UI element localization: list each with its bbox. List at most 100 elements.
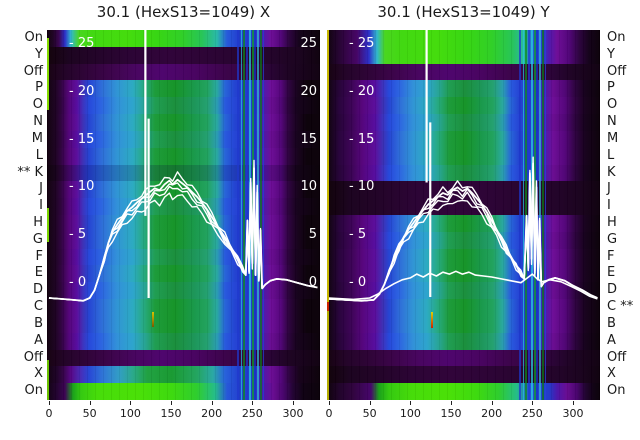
x-tick-50 <box>369 401 371 405</box>
x-tick-100 <box>130 401 132 405</box>
row-label-d-15: D <box>32 282 43 298</box>
row-label-k-8: ** K <box>17 164 43 180</box>
y-tick-label-left-15: - 15 <box>69 131 95 147</box>
y-tick-label-right-0: 0 <box>308 274 317 290</box>
profile-curves-Y <box>328 30 598 302</box>
edge-line-segment-0 <box>327 30 329 302</box>
x-tick-label-200: 200 <box>481 407 503 420</box>
vertical-stripe-1 <box>240 30 242 400</box>
profile-trace <box>328 180 598 302</box>
x-tick-label-0: 0 <box>325 407 333 420</box>
x-tick-100 <box>410 401 412 405</box>
x-tick-label-100: 100 <box>399 407 421 420</box>
row-label-i-10: I <box>607 198 611 214</box>
y-tick-label-left-0: - 0 <box>69 274 87 290</box>
row-label-y-1: Y <box>607 46 615 62</box>
row-label-x-20: X <box>34 366 43 382</box>
vertical-stripe-0 <box>519 30 521 400</box>
row-label-off-2: Off <box>607 63 627 79</box>
profile-trace <box>48 185 318 302</box>
y-tick-label-left-25: - 25 <box>69 36 95 52</box>
row-label-y-1: Y <box>35 46 43 62</box>
x-tick-0 <box>329 401 330 405</box>
x-tick-label-150: 150 <box>440 407 462 420</box>
x-tick-300 <box>572 401 574 405</box>
vertical-stripe-2 <box>243 30 245 400</box>
row-label-off-19: Off <box>607 349 627 365</box>
x-tick-50 <box>89 401 91 405</box>
edge-line-segment-1 <box>327 302 329 311</box>
x-tick-150 <box>170 401 172 405</box>
vertical-stripe-8 <box>259 30 262 400</box>
plot-title-y: 30.1 (HexS13=1049) Y <box>377 3 550 21</box>
y-tick-label-right-25: 25 <box>300 36 317 52</box>
edge-line-segment-2 <box>327 311 329 400</box>
row-label-a-18: A <box>607 332 616 348</box>
vertical-stripe-1 <box>522 30 524 400</box>
row-label-off-19: Off <box>23 349 43 365</box>
x-tick-label-100: 100 <box>119 407 141 420</box>
x-tick-label-50: 50 <box>362 407 377 420</box>
heatmap-column-texture <box>47 30 320 400</box>
vertical-stripe-9 <box>544 30 546 400</box>
vertical-stripe-0 <box>237 30 239 400</box>
y-tick-label-left-10: - 10 <box>69 179 95 195</box>
profile-trace <box>328 270 598 301</box>
row-label-o-4: O <box>607 97 618 113</box>
y-tick-label-right-5: 5 <box>308 227 317 242</box>
profile-curves-X <box>48 30 318 302</box>
row-label-on-0: On <box>607 30 626 45</box>
y-tick-label-left-5: - 5 <box>349 227 367 242</box>
heatmap-plot-y: - 25 - 20 - 15 - 10 - 5 - 0 0 50 100 150 200 250 300 <box>326 30 600 420</box>
heatmap-plot-x: - 25 25 - 20 20 - 15 15 - 10 10 - 5 5 - 0 0 0 50 100 15… <box>46 30 320 420</box>
row-label-n-5: N <box>607 114 617 130</box>
row-label-g-12: G <box>32 231 43 247</box>
row-label-on-21: On <box>24 383 43 399</box>
row-label-p-3: P <box>607 80 615 96</box>
marker-dash-Y <box>431 312 433 328</box>
y-tick-label-left-5: - 5 <box>69 227 87 242</box>
row-label-c-16: C <box>33 299 43 315</box>
plot-title-x: 30.1 (HexS13=1049) X <box>96 3 271 21</box>
row-label-on-0: On <box>24 30 43 45</box>
x-tick-label-300: 300 <box>282 407 304 420</box>
vertical-stripe-9 <box>262 30 264 400</box>
y-tick-label-left-15: - 15 <box>349 131 375 147</box>
y-tick-label-right-15: 15 <box>300 131 317 147</box>
x-tick-label-250: 250 <box>241 407 263 420</box>
row-label-l-7: L <box>607 147 615 163</box>
row-label-f-13: F <box>35 248 43 264</box>
vertical-stripe-3 <box>245 30 248 400</box>
row-label-x-20: X <box>607 366 616 382</box>
profile-trace <box>328 164 598 302</box>
row-label-o-4: O <box>32 97 43 113</box>
y-tick-label-left-0: - 0 <box>349 274 367 290</box>
row-label-b-17: B <box>34 315 43 331</box>
heatmap-rows-Y <box>327 30 600 400</box>
row-label-h-11: H <box>33 215 43 230</box>
row-label-e-14: E <box>607 265 616 281</box>
row-label-f-13: F <box>607 248 615 264</box>
row-label-off-2: Off <box>23 63 43 79</box>
x-tick-label-200: 200 <box>201 407 223 420</box>
x-tick-250 <box>252 401 254 405</box>
row-label-b-17: B <box>607 315 616 331</box>
y-tick-label-left-25: - 25 <box>349 36 375 52</box>
row-label-l-7: L <box>35 147 43 163</box>
y-tick-label-left-20: - 20 <box>69 83 95 99</box>
row-label-g-12: G <box>607 231 618 247</box>
y-tick-label-left-10: - 10 <box>349 179 375 195</box>
edge-line-segment-2 <box>47 360 49 400</box>
x-tick-150 <box>450 401 452 405</box>
x-tick-250 <box>532 401 534 405</box>
row-label-n-5: N <box>33 114 43 130</box>
row-label-h-11: H <box>607 215 617 230</box>
profile-trace <box>48 170 318 302</box>
vertical-stripe-8 <box>541 30 544 400</box>
row-label-d-15: D <box>607 282 618 298</box>
y-tick-label-right-20: 20 <box>300 83 317 99</box>
y-tick-label-right-10: 10 <box>300 179 317 195</box>
row-label-p-3: P <box>35 80 43 96</box>
vertical-stripe-2 <box>525 30 527 400</box>
